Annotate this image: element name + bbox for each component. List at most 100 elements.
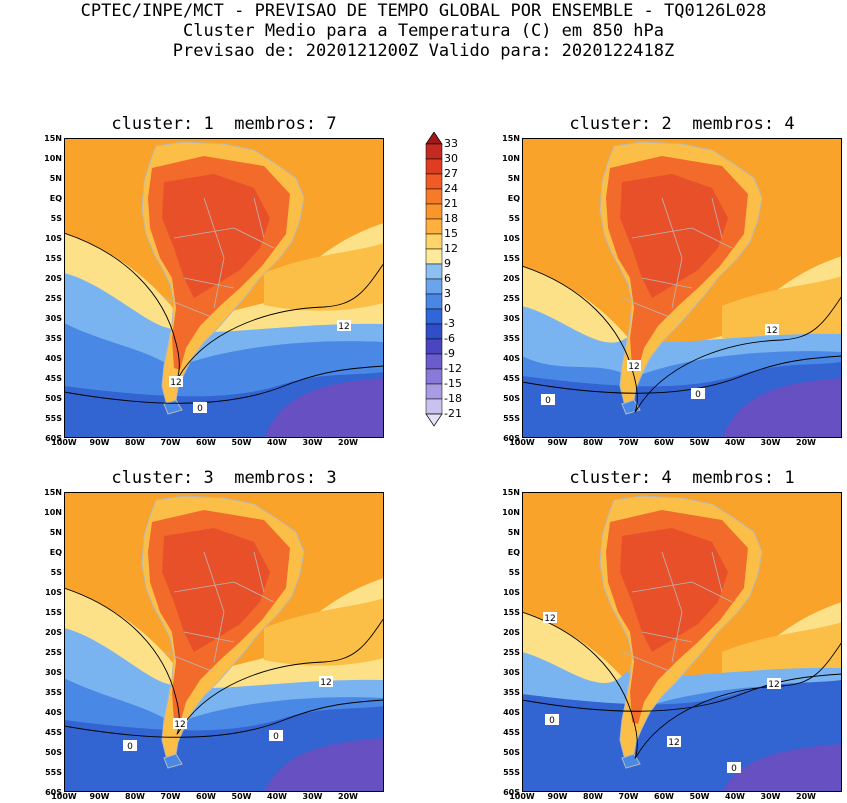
lat-tick-label: 15S bbox=[503, 254, 520, 263]
colorbar-swatch bbox=[425, 368, 443, 385]
panel-title-3: cluster: 3 membros: 3 bbox=[111, 468, 337, 488]
colorbar-swatch bbox=[425, 173, 443, 190]
contour-label: 12 bbox=[174, 720, 185, 730]
lat-tick-label: 5N bbox=[49, 528, 62, 537]
lon-tick-label: 90W bbox=[89, 792, 110, 801]
border-line bbox=[183, 631, 235, 643]
lat-tick-label: 20S bbox=[45, 274, 62, 283]
contour-label-bg bbox=[767, 678, 781, 689]
contour-label: 12 bbox=[544, 614, 555, 624]
contour-label-bg bbox=[543, 612, 557, 623]
contour-label-bg bbox=[727, 762, 741, 773]
lon-tick-label: 30W bbox=[302, 438, 323, 447]
continent-hot bbox=[620, 174, 728, 298]
colorbar-tick-label: -6 bbox=[444, 332, 455, 345]
colorbar-swatch bbox=[425, 398, 443, 415]
lat-tick-label: 30S bbox=[503, 668, 520, 677]
lon-tick-label: 50W bbox=[231, 792, 252, 801]
lon-tick-label: 70W bbox=[160, 792, 181, 801]
contour-12 bbox=[64, 587, 384, 735]
colorbar-swatch bbox=[425, 158, 443, 175]
lon-tick-label: 50W bbox=[231, 438, 252, 447]
lat-tick-label: 5S bbox=[508, 214, 520, 223]
colorbar-swatch bbox=[425, 293, 443, 310]
coastline bbox=[599, 141, 763, 409]
colorbar-swatch bbox=[425, 188, 443, 205]
lat-tick-label: 50S bbox=[503, 748, 520, 757]
map-panel-3: 12 12 0 0 bbox=[64, 492, 384, 792]
lat-tick-label: 15S bbox=[503, 608, 520, 617]
colorbar-tick-label: 30 bbox=[444, 152, 458, 165]
contour-label-bg bbox=[123, 740, 137, 751]
lon-tick-label: 40W bbox=[725, 438, 745, 447]
contour-label-bg bbox=[765, 324, 779, 335]
lon-tick-label: 20W bbox=[796, 792, 816, 801]
continent-hot bbox=[162, 174, 270, 298]
colorbar-tick-label: 15 bbox=[444, 227, 458, 240]
lat-tick-label: 45S bbox=[503, 374, 520, 383]
field-light-orange bbox=[722, 276, 842, 344]
lat-tick-label: 10N bbox=[502, 154, 520, 163]
title-line-2: Cluster Medio para a Temperatura (C) em … bbox=[182, 21, 665, 41]
lat-tick-label: 55S bbox=[45, 768, 62, 777]
lon-tick-label: 100W bbox=[51, 792, 77, 801]
lat-tick-label: 10N bbox=[44, 508, 62, 517]
contour-label: 12 bbox=[170, 378, 181, 388]
border-line bbox=[661, 551, 683, 663]
lon-tick-label: 30W bbox=[302, 792, 323, 801]
colorbar-swatch bbox=[425, 353, 443, 370]
border-line bbox=[621, 297, 673, 319]
colorbar-tick-label: -9 bbox=[444, 347, 455, 360]
lat-tick-label: 25S bbox=[45, 294, 62, 303]
lon-tick-label: 30W bbox=[760, 438, 781, 447]
lat-tick-label: 5S bbox=[508, 568, 520, 577]
lat-tick-label: 20S bbox=[503, 628, 520, 637]
lat-tick-label: 30S bbox=[503, 314, 520, 323]
border-line bbox=[711, 551, 723, 593]
contour-label-bg bbox=[319, 676, 333, 687]
field-light-orange bbox=[264, 598, 384, 666]
lat-tick-label: 5N bbox=[507, 528, 520, 537]
lat-tick-label: 15N bbox=[502, 134, 520, 143]
panel-frame bbox=[522, 138, 842, 438]
border-line bbox=[631, 581, 733, 603]
contour-label: 0 bbox=[197, 404, 203, 414]
colorbar-swatch bbox=[425, 203, 443, 220]
colorbar-tick-label: 21 bbox=[444, 197, 458, 210]
colorbar-swatch bbox=[425, 233, 443, 250]
lat-tick-label: 30S bbox=[45, 668, 62, 677]
lat-tick-label: 55S bbox=[45, 414, 62, 423]
colorbar-swatch bbox=[425, 218, 443, 235]
contour-label: 0 bbox=[273, 732, 279, 742]
lon-tick-label: 70W bbox=[618, 438, 639, 447]
contour-label-bg bbox=[269, 730, 283, 741]
lat-tick-label: 45S bbox=[503, 728, 520, 737]
border-line bbox=[621, 651, 673, 673]
field-purple bbox=[264, 378, 384, 438]
panel-frame bbox=[522, 492, 842, 792]
colorbar-bottom-arrow bbox=[425, 413, 443, 427]
colorbar bbox=[425, 132, 443, 427]
lat-tick-label: 10N bbox=[44, 154, 62, 163]
colorbar-top-arrow bbox=[425, 132, 443, 145]
contour-label: 12 bbox=[768, 680, 779, 690]
lat-tick-label: 5S bbox=[50, 214, 62, 223]
lon-tick-label: 40W bbox=[267, 792, 287, 801]
panel-title-4: cluster: 4 membros: 1 bbox=[569, 468, 795, 488]
lat-tick-label: 35S bbox=[45, 688, 62, 697]
lat-tick-label: 5N bbox=[49, 174, 62, 183]
lon-tick-label: 30W bbox=[760, 792, 781, 801]
continent-hot bbox=[620, 528, 728, 652]
contour-0 bbox=[64, 699, 384, 738]
lat-tick-label: 25S bbox=[503, 648, 520, 657]
lat-tick-label: 10S bbox=[45, 234, 62, 243]
lat-tick-label: EQ bbox=[49, 548, 62, 557]
lon-tick-label: 80W bbox=[125, 792, 145, 801]
lat-tick-label: EQ bbox=[507, 194, 520, 203]
contour-label: 12 bbox=[320, 678, 331, 688]
lat-tick-label: 35S bbox=[503, 688, 520, 697]
map-panel-4: 12 12 0 0 12 bbox=[522, 492, 842, 792]
colorbar-tick-label: 9 bbox=[444, 257, 451, 270]
contour-label: 12 bbox=[766, 326, 777, 336]
lat-tick-label: 35S bbox=[503, 334, 520, 343]
